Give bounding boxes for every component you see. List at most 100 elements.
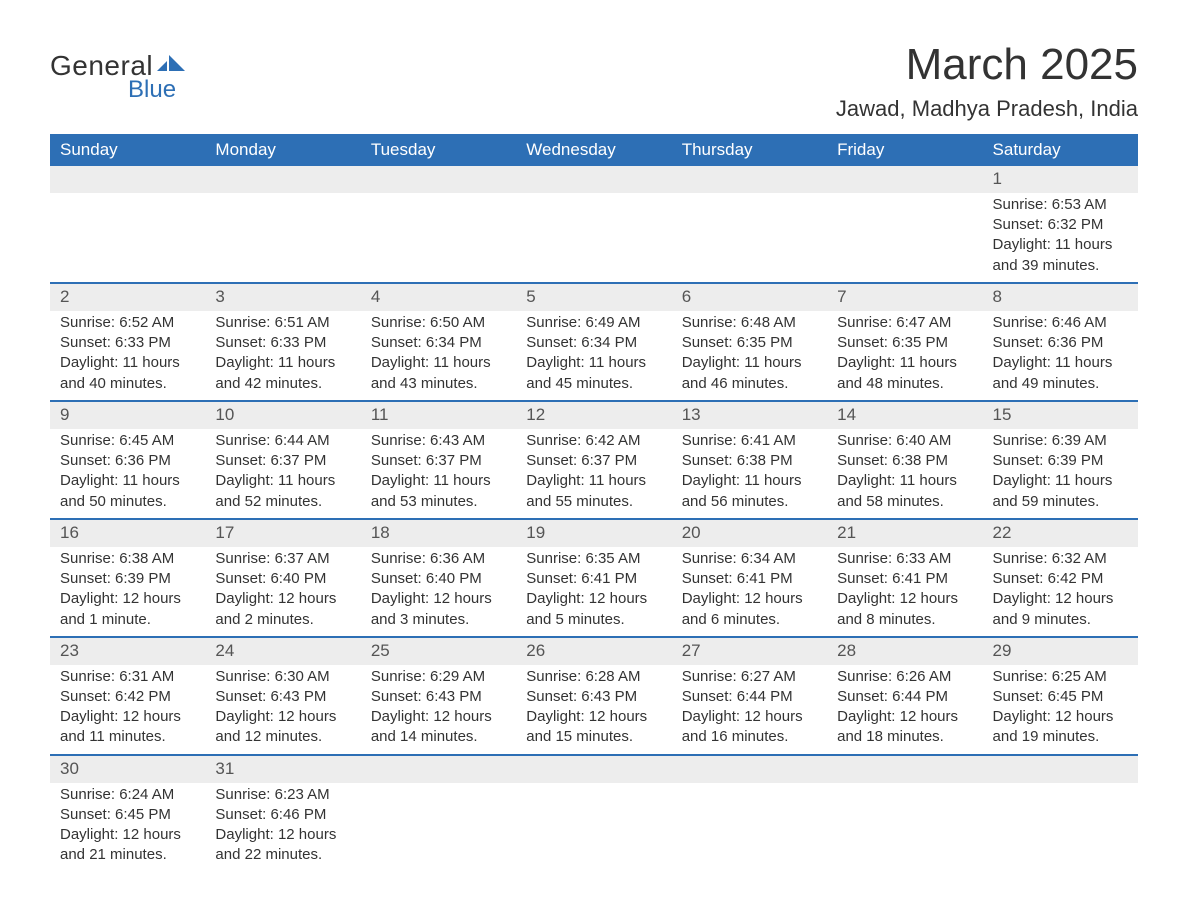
day-detail-cell: Sunrise: 6:46 AMSunset: 6:36 PMDaylight:… xyxy=(983,311,1138,401)
header-wednesday: Wednesday xyxy=(516,134,671,166)
sunset-text: Sunset: 6:38 PM xyxy=(682,451,817,471)
sunset-text: Sunset: 6:36 PM xyxy=(60,451,195,471)
day-detail-cell: Sunrise: 6:36 AMSunset: 6:40 PMDaylight:… xyxy=(361,547,516,637)
day-detail-cell: Sunrise: 6:29 AMSunset: 6:43 PMDaylight:… xyxy=(361,665,516,755)
calendar-table: Sunday Monday Tuesday Wednesday Thursday… xyxy=(50,134,1138,872)
sunset-text: Sunset: 6:45 PM xyxy=(993,687,1128,707)
daylight-text: Daylight: 11 hours and 45 minutes. xyxy=(526,353,661,394)
daylight-text: Daylight: 12 hours and 8 minutes. xyxy=(837,589,972,630)
daylight-text: Daylight: 11 hours and 42 minutes. xyxy=(215,353,350,394)
sunset-text: Sunset: 6:34 PM xyxy=(526,333,661,353)
day-detail-cell: Sunrise: 6:28 AMSunset: 6:43 PMDaylight:… xyxy=(516,665,671,755)
day-detail-cell xyxy=(516,783,671,872)
logo-text-blue: Blue xyxy=(128,76,185,104)
day-detail-cell xyxy=(983,783,1138,872)
day-number-cell: 28 xyxy=(827,637,982,665)
sunset-text: Sunset: 6:37 PM xyxy=(215,451,350,471)
sunrise-text: Sunrise: 6:25 AM xyxy=(993,667,1128,687)
day-detail-cell: Sunrise: 6:35 AMSunset: 6:41 PMDaylight:… xyxy=(516,547,671,637)
daylight-text: Daylight: 11 hours and 48 minutes. xyxy=(837,353,972,394)
daylight-text: Daylight: 11 hours and 58 minutes. xyxy=(837,471,972,512)
day-detail-cell xyxy=(516,193,671,283)
day-number-cell xyxy=(361,755,516,783)
sunrise-text: Sunrise: 6:45 AM xyxy=(60,431,195,451)
day-number-cell xyxy=(516,166,671,193)
sunset-text: Sunset: 6:34 PM xyxy=(371,333,506,353)
sunset-text: Sunset: 6:41 PM xyxy=(682,569,817,589)
day-detail-cell xyxy=(672,193,827,283)
day-detail-cell: Sunrise: 6:37 AMSunset: 6:40 PMDaylight:… xyxy=(205,547,360,637)
week-daynum-row: 23242526272829 xyxy=(50,637,1138,665)
day-number-cell: 15 xyxy=(983,401,1138,429)
day-number-cell: 13 xyxy=(672,401,827,429)
location-subtitle: Jawad, Madhya Pradesh, India xyxy=(836,96,1138,122)
daylight-text: Daylight: 11 hours and 40 minutes. xyxy=(60,353,195,394)
day-detail-cell: Sunrise: 6:49 AMSunset: 6:34 PMDaylight:… xyxy=(516,311,671,401)
day-number-cell xyxy=(983,755,1138,783)
week-detail-row: Sunrise: 6:53 AMSunset: 6:32 PMDaylight:… xyxy=(50,193,1138,283)
sunset-text: Sunset: 6:42 PM xyxy=(993,569,1128,589)
daylight-text: Daylight: 12 hours and 2 minutes. xyxy=(215,589,350,630)
header-monday: Monday xyxy=(205,134,360,166)
sunset-text: Sunset: 6:35 PM xyxy=(837,333,972,353)
day-number-cell xyxy=(361,166,516,193)
day-number-cell xyxy=(672,166,827,193)
day-detail-cell: Sunrise: 6:32 AMSunset: 6:42 PMDaylight:… xyxy=(983,547,1138,637)
sunset-text: Sunset: 6:33 PM xyxy=(60,333,195,353)
day-detail-cell: Sunrise: 6:24 AMSunset: 6:45 PMDaylight:… xyxy=(50,783,205,872)
sunrise-text: Sunrise: 6:37 AM xyxy=(215,549,350,569)
day-detail-cell: Sunrise: 6:48 AMSunset: 6:35 PMDaylight:… xyxy=(672,311,827,401)
header-thursday: Thursday xyxy=(672,134,827,166)
daylight-text: Daylight: 11 hours and 49 minutes. xyxy=(993,353,1128,394)
sunset-text: Sunset: 6:38 PM xyxy=(837,451,972,471)
sunrise-text: Sunrise: 6:48 AM xyxy=(682,313,817,333)
sunset-text: Sunset: 6:39 PM xyxy=(993,451,1128,471)
sunrise-text: Sunrise: 6:31 AM xyxy=(60,667,195,687)
day-number-cell: 21 xyxy=(827,519,982,547)
day-number-cell xyxy=(516,755,671,783)
day-number-cell: 17 xyxy=(205,519,360,547)
day-detail-cell xyxy=(361,193,516,283)
day-number-cell: 7 xyxy=(827,283,982,311)
week-daynum-row: 3031 xyxy=(50,755,1138,783)
daylight-text: Daylight: 12 hours and 15 minutes. xyxy=(526,707,661,748)
sunrise-text: Sunrise: 6:44 AM xyxy=(215,431,350,451)
week-detail-row: Sunrise: 6:24 AMSunset: 6:45 PMDaylight:… xyxy=(50,783,1138,872)
sunrise-text: Sunrise: 6:27 AM xyxy=(682,667,817,687)
day-detail-cell: Sunrise: 6:44 AMSunset: 6:37 PMDaylight:… xyxy=(205,429,360,519)
sunset-text: Sunset: 6:39 PM xyxy=(60,569,195,589)
day-detail-cell: Sunrise: 6:50 AMSunset: 6:34 PMDaylight:… xyxy=(361,311,516,401)
sunrise-text: Sunrise: 6:28 AM xyxy=(526,667,661,687)
daylight-text: Daylight: 11 hours and 46 minutes. xyxy=(682,353,817,394)
day-detail-cell: Sunrise: 6:26 AMSunset: 6:44 PMDaylight:… xyxy=(827,665,982,755)
day-detail-cell: Sunrise: 6:41 AMSunset: 6:38 PMDaylight:… xyxy=(672,429,827,519)
sunrise-text: Sunrise: 6:43 AM xyxy=(371,431,506,451)
daylight-text: Daylight: 12 hours and 1 minute. xyxy=(60,589,195,630)
sunset-text: Sunset: 6:45 PM xyxy=(60,805,195,825)
sunrise-text: Sunrise: 6:49 AM xyxy=(526,313,661,333)
day-number-cell: 11 xyxy=(361,401,516,429)
day-detail-cell: Sunrise: 6:31 AMSunset: 6:42 PMDaylight:… xyxy=(50,665,205,755)
daylight-text: Daylight: 12 hours and 12 minutes. xyxy=(215,707,350,748)
day-detail-cell: Sunrise: 6:45 AMSunset: 6:36 PMDaylight:… xyxy=(50,429,205,519)
sunrise-text: Sunrise: 6:34 AM xyxy=(682,549,817,569)
sunset-text: Sunset: 6:40 PM xyxy=(371,569,506,589)
day-number-cell: 29 xyxy=(983,637,1138,665)
sunrise-text: Sunrise: 6:24 AM xyxy=(60,785,195,805)
day-detail-cell xyxy=(827,193,982,283)
day-number-cell: 1 xyxy=(983,166,1138,193)
header-friday: Friday xyxy=(827,134,982,166)
day-detail-cell xyxy=(50,193,205,283)
sunrise-text: Sunrise: 6:38 AM xyxy=(60,549,195,569)
day-detail-cell: Sunrise: 6:25 AMSunset: 6:45 PMDaylight:… xyxy=(983,665,1138,755)
title-block: March 2025 Jawad, Madhya Pradesh, India xyxy=(836,40,1138,122)
sunset-text: Sunset: 6:43 PM xyxy=(371,687,506,707)
day-number-cell: 9 xyxy=(50,401,205,429)
day-number-cell: 5 xyxy=(516,283,671,311)
sunrise-text: Sunrise: 6:36 AM xyxy=(371,549,506,569)
calendar-body: 1 Sunrise: 6:53 AMSunset: 6:32 PMDayligh… xyxy=(50,166,1138,872)
day-detail-cell: Sunrise: 6:33 AMSunset: 6:41 PMDaylight:… xyxy=(827,547,982,637)
day-detail-cell xyxy=(827,783,982,872)
sunset-text: Sunset: 6:44 PM xyxy=(682,687,817,707)
day-number-cell xyxy=(205,166,360,193)
